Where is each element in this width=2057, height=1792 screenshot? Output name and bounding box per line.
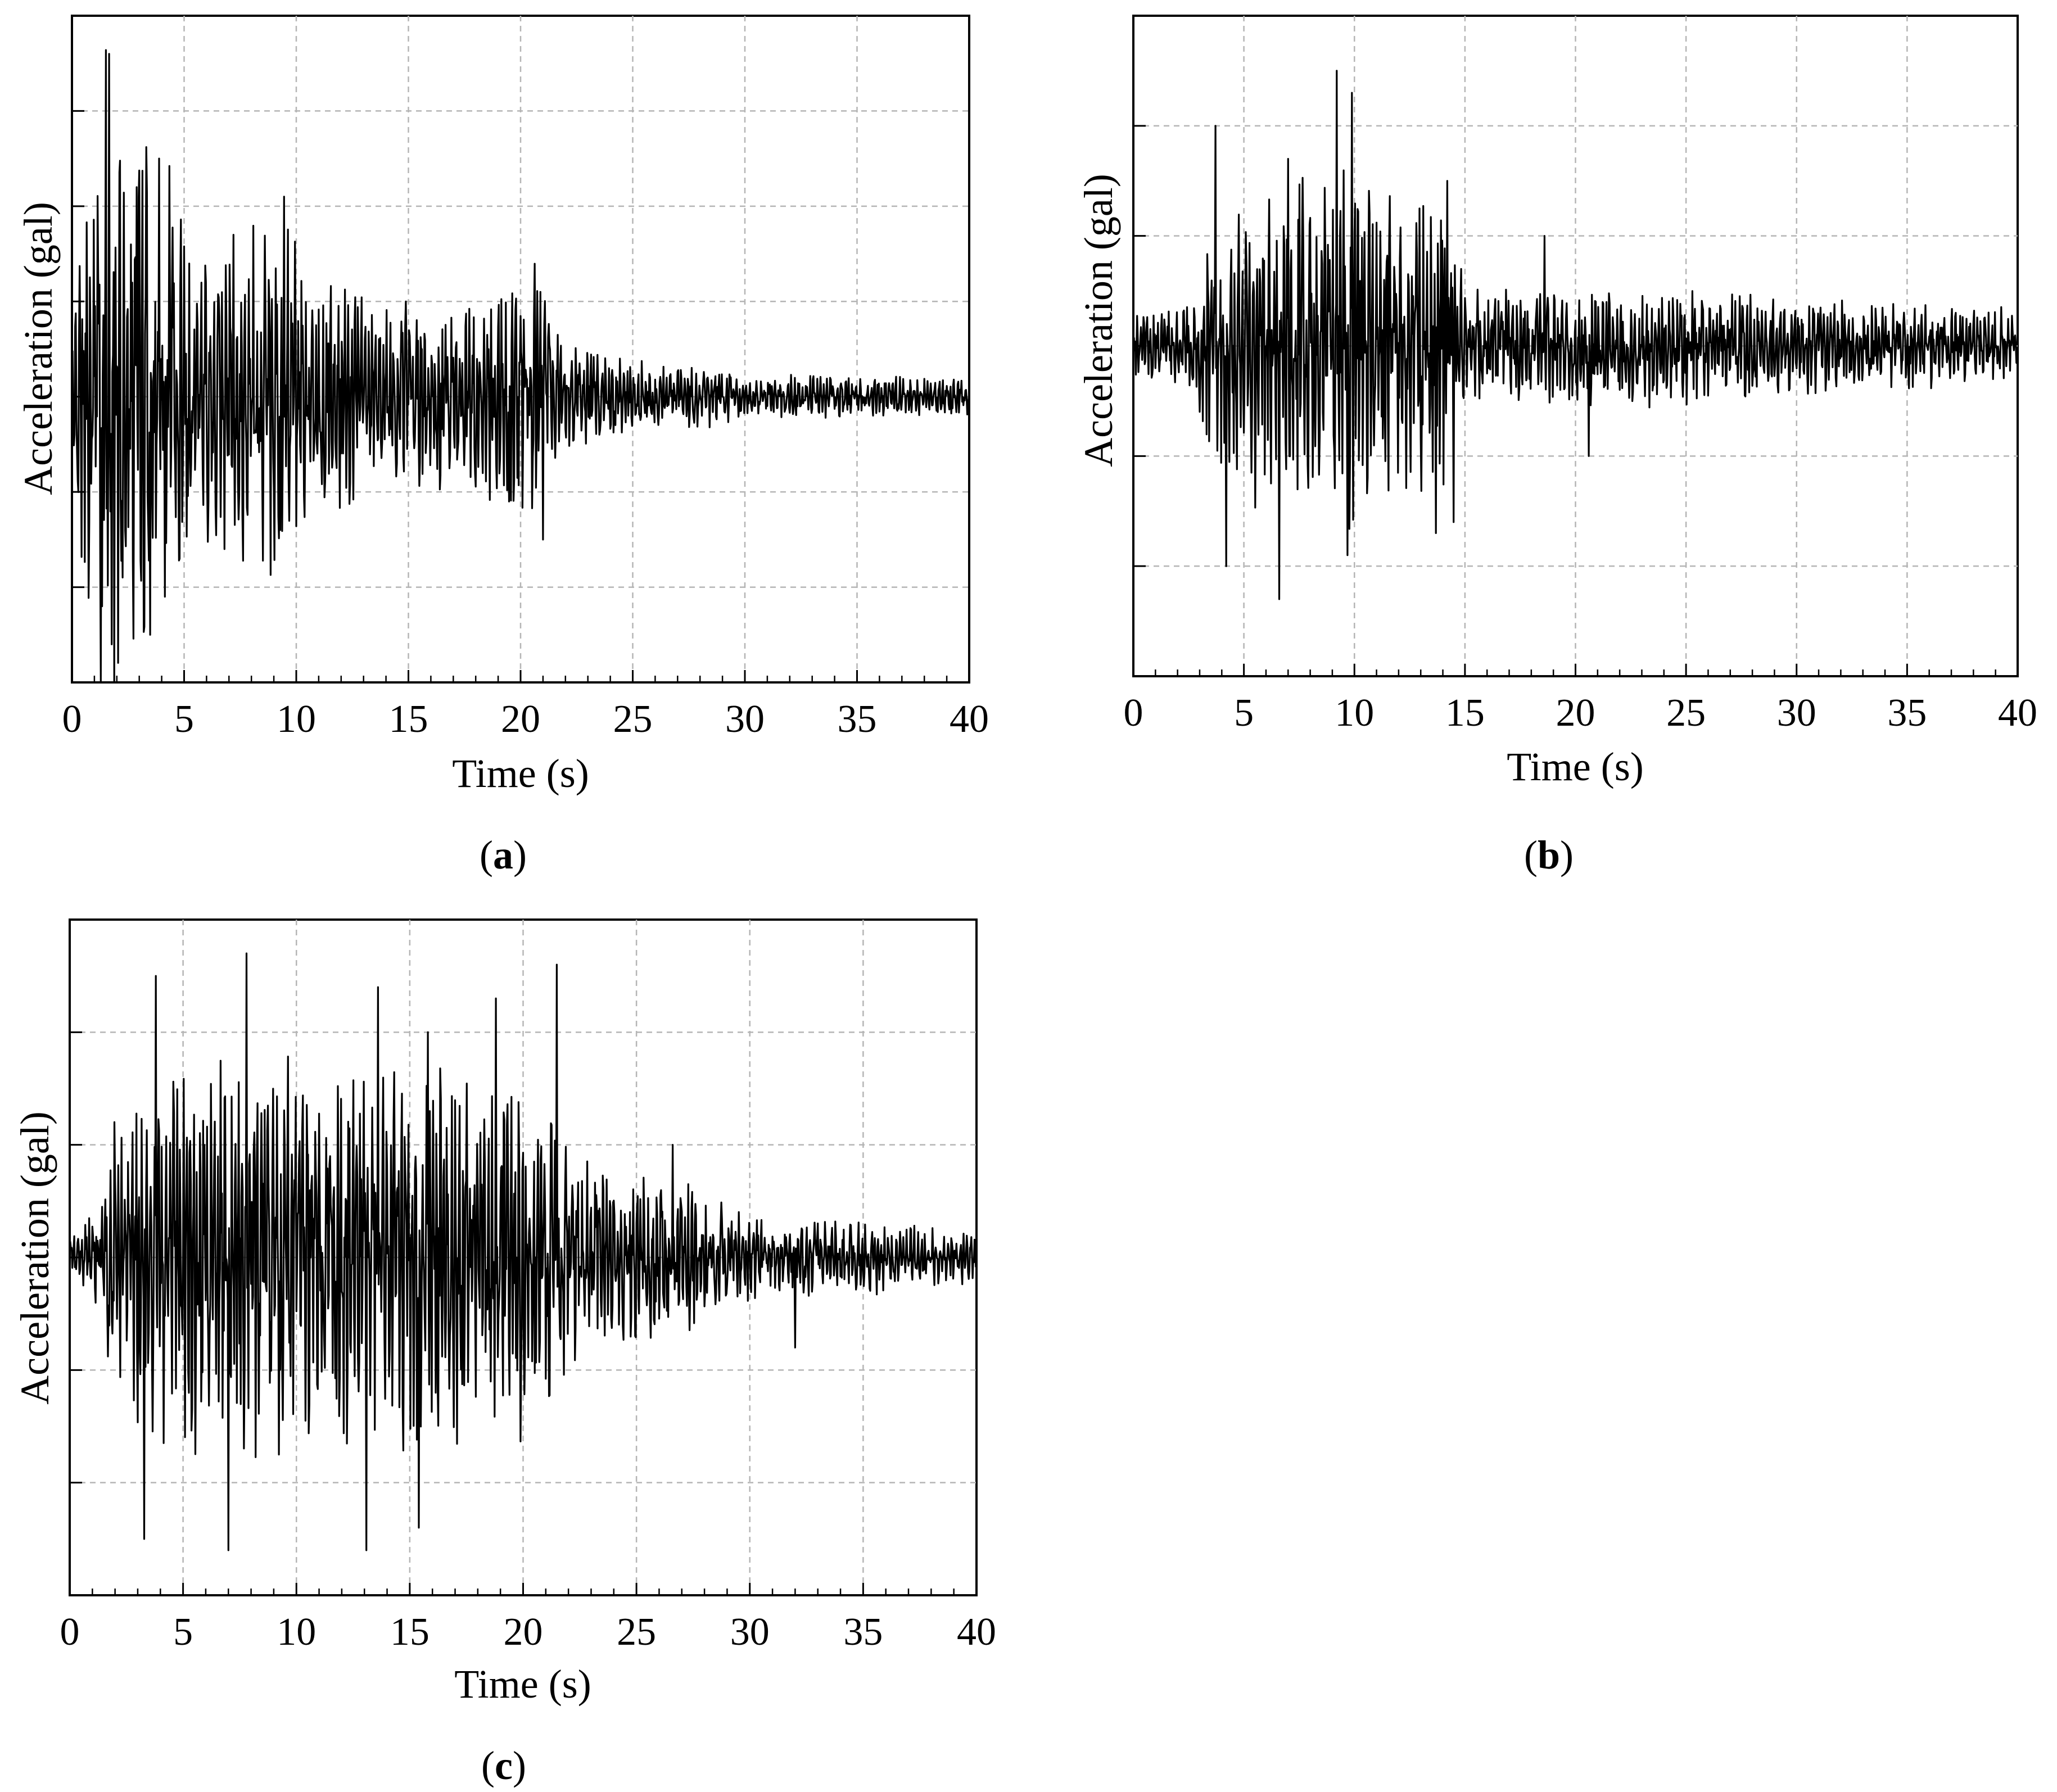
- y-axis-label-c: Acceleration (gal): [12, 1111, 57, 1405]
- x-tick-label: 0: [62, 698, 82, 741]
- x-tick-label: 15: [389, 698, 428, 741]
- x-tick-label: 0: [60, 1610, 80, 1654]
- ticks-a: 0 5 10 15 20 25 30 35 40: [62, 15, 989, 741]
- x-tick-label: 0: [1124, 691, 1143, 735]
- series-line-a: [71, 49, 970, 684]
- x-tick-label: 10: [277, 1610, 316, 1654]
- grid-b: [1133, 16, 2018, 676]
- x-tick-label: 5: [1234, 691, 1254, 735]
- x-tick-label: 40: [957, 1610, 996, 1654]
- panel-label-b: (b): [1524, 832, 1574, 877]
- x-tick-label: 40: [950, 698, 989, 741]
- x-tick-label: 35: [1887, 691, 1927, 735]
- y-axis-label-a: Acceleration (gal): [16, 202, 61, 495]
- series-line-b: [1132, 70, 2019, 600]
- x-tick-label: 25: [613, 698, 653, 741]
- panel-label-a: (a): [480, 832, 527, 877]
- x-tick-label: 25: [1666, 691, 1706, 735]
- x-tick-label: 5: [174, 698, 194, 741]
- x-tick-label: 15: [1445, 691, 1485, 735]
- ticks-b: 0 5 10 15 20 25 30 35 40: [1124, 15, 2037, 735]
- x-tick-label: 30: [1777, 691, 1816, 735]
- panel-b: 0 5 10 15 20 25 30 35 40 Time (s) Acceleration (…: [1076, 15, 2037, 877]
- x-tick-label: 10: [1335, 691, 1374, 735]
- x-tick-label: 5: [173, 1610, 193, 1654]
- y-axis-label-b: Acceleration (gal): [1076, 174, 1121, 467]
- x-tick-label: 25: [617, 1610, 656, 1654]
- series-line-c: [69, 952, 978, 1551]
- x-tick-label: 30: [730, 1610, 770, 1654]
- panel-a: 0 5 10 15 20 25 30 35 40 Time (s) Acceleration (…: [16, 15, 989, 877]
- ticks-c: 0 5 10 15 20 25 30 35 40: [60, 918, 996, 1654]
- x-tick-label: 20: [504, 1610, 543, 1654]
- x-tick-label: 35: [838, 698, 877, 741]
- x-tick-label: 35: [843, 1610, 883, 1654]
- panel-label-c: (c): [481, 1743, 526, 1788]
- x-tick-label: 20: [501, 698, 540, 741]
- panel-letter-b: b: [1538, 832, 1560, 877]
- x-tick-label: 30: [725, 698, 765, 741]
- panel-letter-a: a: [493, 832, 513, 877]
- panel-letter-c: c: [495, 1743, 513, 1788]
- grid-a: [72, 16, 969, 682]
- x-tick-label: 15: [390, 1610, 430, 1654]
- x-axis-label-b: Time (s): [1507, 744, 1643, 789]
- x-axis-label-c: Time (s): [454, 1662, 591, 1707]
- x-axis-label-a: Time (s): [452, 751, 589, 796]
- panel-c: 0 5 10 15 20 25 30 35 40 Time (s) Acceleration (…: [12, 918, 996, 1788]
- x-tick-label: 40: [1998, 691, 2037, 735]
- x-tick-label: 20: [1556, 691, 1595, 735]
- x-tick-label: 10: [277, 698, 316, 741]
